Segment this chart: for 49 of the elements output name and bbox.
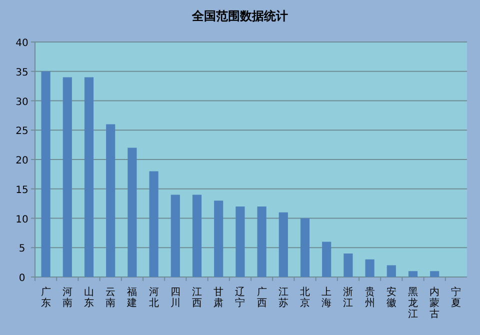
x-tick-label: 广西 <box>256 286 267 309</box>
chart-title: 全国范围数据统计 <box>191 9 288 23</box>
x-tick-label: 甘肃 <box>214 286 224 309</box>
bar <box>41 71 50 277</box>
y-tick-label: 0 <box>18 273 26 284</box>
bar <box>236 206 245 277</box>
bar <box>365 259 374 277</box>
y-tick-label: 25 <box>16 126 28 138</box>
bar <box>84 77 94 277</box>
bar <box>149 171 158 277</box>
x-tick-label: 江西 <box>192 286 202 309</box>
bar <box>408 271 418 277</box>
x-tick-label: 安徽 <box>386 286 396 309</box>
x-tick-label: 内蒙古 <box>430 286 440 320</box>
bar <box>106 124 116 277</box>
y-tick-label: 5 <box>18 244 26 255</box>
x-tick-label: 山东 <box>84 286 94 309</box>
x-tick-label: 福建 <box>126 286 138 309</box>
x-tick-label: 辽宁 <box>235 286 246 309</box>
x-tick-label: 江苏 <box>278 286 288 309</box>
bar <box>257 206 266 277</box>
y-tick-label: 10 <box>16 214 28 226</box>
x-tick-label: 北京 <box>300 286 310 309</box>
bar <box>344 254 353 277</box>
x-tick-label: 广东 <box>40 286 51 309</box>
bar <box>214 200 224 277</box>
x-tick-label: 河南 <box>62 286 72 309</box>
x-tick-label: 浙江 <box>343 286 354 309</box>
bar <box>170 194 180 277</box>
y-tick-label: 20 <box>16 156 28 166</box>
bar <box>128 148 137 277</box>
bar <box>278 212 288 277</box>
y-tick-label: 35 <box>16 67 28 78</box>
bar <box>62 77 72 277</box>
x-tick-label: 云南 <box>106 287 116 309</box>
y-tick-label: 40 <box>16 38 28 49</box>
x-tick-label: 宁夏 <box>451 286 462 309</box>
y-tick-label: 30 <box>16 96 28 108</box>
x-tick-label: 河北 <box>148 286 159 309</box>
x-tick-label: 贵州 <box>364 286 375 309</box>
x-tick-label: 四川 <box>170 287 180 309</box>
bar <box>386 265 396 277</box>
x-tick-label: 黑龙江 <box>408 287 418 320</box>
bar <box>192 194 202 277</box>
bar <box>430 271 440 277</box>
y-tick-label: 15 <box>16 184 28 196</box>
x-tick-label: 上海 <box>322 286 332 309</box>
bar <box>300 218 310 277</box>
bar <box>322 242 332 277</box>
